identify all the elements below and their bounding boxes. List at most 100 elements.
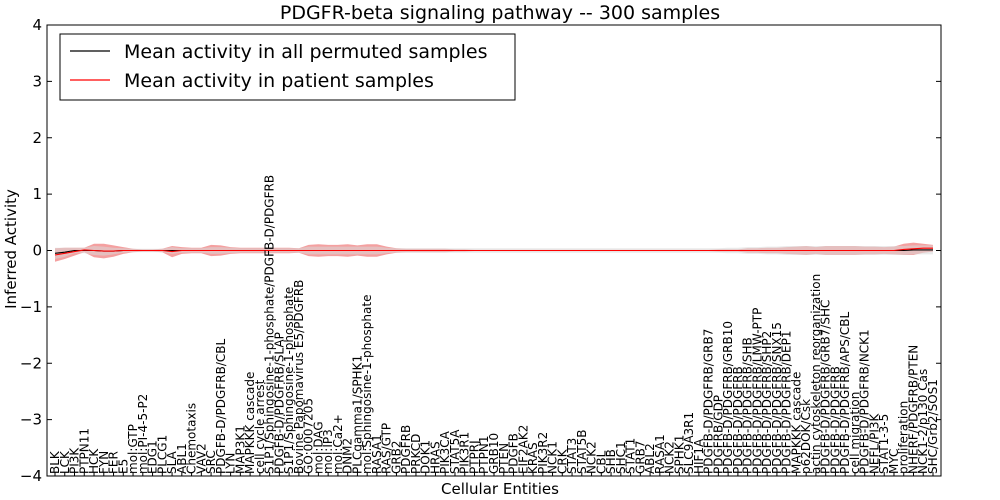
y-tick-label: −3 xyxy=(20,411,42,429)
category-label: GO:0007205 xyxy=(302,398,316,474)
category-label: FER xyxy=(107,451,121,474)
category-label: PDGFRB/GDP xyxy=(711,395,725,474)
category-label: PLCG1 xyxy=(155,435,169,474)
category-label: SHB xyxy=(604,449,618,474)
category-label: PDGFB-D/PDGFRB/CBL xyxy=(214,339,228,474)
category-label: STAT5B xyxy=(575,430,589,475)
category-label: E5 xyxy=(116,459,130,474)
category-label: SLC9A3R1 xyxy=(682,412,696,474)
category-label: mol:Sphingosine-1-phosphate xyxy=(360,295,374,474)
category-label: PTPN11 xyxy=(77,428,91,474)
category-label: SLA xyxy=(165,450,179,474)
category-label: RAS/GTP xyxy=(380,423,394,474)
x-axis-label: Cellular Entities xyxy=(441,480,559,498)
category-label: MAPKKK cascade xyxy=(243,372,257,474)
category-label: PDGFB-D/PDGFRB xyxy=(731,366,745,474)
category-label: PDGFB-D/PDGFRB/APS/CBL xyxy=(838,311,852,474)
category-label: PTPN1 xyxy=(477,436,491,474)
category-label: STAT3 xyxy=(565,438,579,474)
category-label: PDGFB-D/PDGFRB/GRB10 xyxy=(721,321,735,474)
category-label: GRB2 xyxy=(389,440,403,474)
category-label: NEFL/PI3K xyxy=(868,412,882,474)
x-axis-ticks xyxy=(54,472,934,476)
category-label: SPHK1 xyxy=(672,435,686,474)
category-label: PDGFB-D/PDGFRB/GRB7/SHC xyxy=(819,300,833,474)
category-label: KRAS xyxy=(526,442,540,474)
category-label: HCK xyxy=(87,448,101,474)
band-permuted-spread xyxy=(55,245,933,259)
category-label: PDGFB-D/PDGFRB xyxy=(828,366,842,474)
category-label: EIF2AK2 xyxy=(516,425,530,474)
legend-label-permuted: Mean activity in all permuted samples xyxy=(124,41,487,63)
category-label: S1P1/Sphingosine-1-phosphate/PDGFB-D/PDG… xyxy=(263,175,277,474)
category-label: NCK2 xyxy=(585,441,599,474)
category-label: PDGFB-D/PDGFRB/SNX15 xyxy=(770,322,784,474)
category-label: PDGFB-D/PDGFRB/SHP2 xyxy=(760,331,774,474)
chart-title: PDGFR-beta signaling pathway -- 300 samp… xyxy=(280,2,720,24)
category-label: mol:DAG xyxy=(311,421,325,474)
category-label: p62DOK/Csk xyxy=(799,399,813,474)
category-label: PDGFB-D/PDGFRB/GRB7 xyxy=(702,329,716,474)
y-tick-label: −4 xyxy=(20,467,42,485)
category-label: PTEN xyxy=(497,443,511,474)
series-lines xyxy=(54,247,933,256)
category-label: SRC xyxy=(204,450,218,474)
category-label: Bovine Papomavirus E5/PDGFRB xyxy=(292,280,306,474)
category-label: PTPRJ xyxy=(468,440,482,474)
category-label: actin cytoskeleton reorganization xyxy=(809,274,823,474)
category-label: PI3K xyxy=(68,447,82,474)
category-label: PIK3CA xyxy=(438,430,452,474)
y-tick-label: 0 xyxy=(32,242,42,260)
category-label: STAT5A xyxy=(448,429,462,474)
category-label: LCK xyxy=(58,450,72,474)
category-label: Chemotaxis xyxy=(185,403,199,474)
category-label: PDGFB xyxy=(507,433,521,474)
category-label: PDGFB-D/PDGFRB/LMW-PTP xyxy=(750,308,764,474)
category-label: GRB7 xyxy=(633,440,647,474)
category-label: CRK xyxy=(555,448,569,474)
category-label: EDG1 xyxy=(146,440,160,474)
category-label: PDGFB-D/PDGFRB/NCK1 xyxy=(858,329,872,474)
category-label: ABL2 xyxy=(643,443,657,474)
category-label: mol:PI-4-5-P2 xyxy=(136,394,150,474)
plot-frame xyxy=(46,24,942,477)
category-label: GRB10 xyxy=(487,433,501,474)
category-label: DOK1 xyxy=(419,440,433,474)
category-label: PDGFRB xyxy=(399,425,413,474)
category-label: mol:GTP xyxy=(126,424,140,474)
y-tick-label: −1 xyxy=(20,298,42,316)
category-label: VAV2 xyxy=(194,443,208,474)
legend-label-patient: Mean activity in patient samples xyxy=(124,70,434,92)
category-label: PLCgamma1/SPHK1 xyxy=(350,355,364,474)
y-tick-label: 4 xyxy=(32,16,42,34)
category-label: NCK1 xyxy=(546,441,560,474)
series-line-patient xyxy=(54,247,933,256)
y-tick-label: −2 xyxy=(20,354,42,372)
category-label: proliferation xyxy=(897,401,911,474)
category-label: RASA1 xyxy=(653,434,667,474)
category-label: S1P1/Sphingosine-1-phosphate xyxy=(282,287,296,474)
spread-bands xyxy=(55,242,933,262)
category-label: STAT1-3-5 xyxy=(877,414,891,474)
category-label: PDGFB-D/PDGFRB/SHB xyxy=(741,337,755,474)
category-labels: BLKLCKPI3KPTPN11HCKFYNFERE5mol:GTPmol:PI… xyxy=(48,175,940,474)
category-label: NCK2 xyxy=(663,441,677,474)
category-label: STAT1 xyxy=(624,438,638,474)
category-label: NHERF/PDGFRB/PTEN xyxy=(907,345,921,474)
category-label: HIF1A xyxy=(692,438,706,474)
category-label: LYN xyxy=(224,453,238,474)
category-label: MAPKKK cascade xyxy=(789,372,803,474)
legend: Mean activity in all permuted samples Me… xyxy=(59,33,516,101)
category-label: HRAS xyxy=(429,441,443,474)
category-label: FYN xyxy=(97,451,111,474)
category-label: DNM2 xyxy=(341,438,355,474)
category-label: MYC xyxy=(887,449,901,474)
category-label: cell cycle arrest xyxy=(253,379,267,474)
category-label: PRKCD xyxy=(409,434,423,474)
y-axis-label: Inferred Activity xyxy=(2,189,20,309)
category-label: PDGFB-D/PDGFRB/SLAP xyxy=(272,332,286,474)
y-tick-label: 2 xyxy=(32,129,42,147)
category-label: PIK3R2 xyxy=(536,432,550,474)
category-label: ABL1 xyxy=(175,443,189,474)
